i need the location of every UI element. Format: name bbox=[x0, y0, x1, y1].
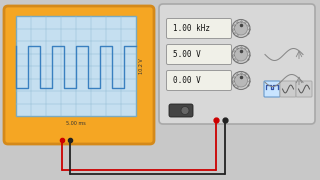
FancyBboxPatch shape bbox=[159, 4, 315, 124]
FancyBboxPatch shape bbox=[296, 81, 312, 97]
Text: 10.2 V: 10.2 V bbox=[139, 58, 144, 74]
Circle shape bbox=[235, 74, 247, 87]
Circle shape bbox=[235, 22, 247, 35]
Circle shape bbox=[232, 19, 250, 37]
FancyBboxPatch shape bbox=[169, 104, 193, 117]
Text: 1.00 kHz: 1.00 kHz bbox=[173, 24, 210, 33]
Text: 0.00 V: 0.00 V bbox=[173, 76, 201, 85]
Text: 5.00 V: 5.00 V bbox=[173, 50, 201, 59]
FancyBboxPatch shape bbox=[280, 81, 296, 97]
FancyBboxPatch shape bbox=[166, 71, 231, 91]
Text: 5.00 ms: 5.00 ms bbox=[66, 120, 86, 125]
FancyBboxPatch shape bbox=[166, 44, 231, 64]
Circle shape bbox=[232, 46, 250, 64]
FancyBboxPatch shape bbox=[264, 81, 280, 97]
Circle shape bbox=[232, 71, 250, 89]
Circle shape bbox=[181, 107, 189, 114]
FancyBboxPatch shape bbox=[4, 6, 154, 144]
Bar bbox=[16, 16, 136, 116]
FancyBboxPatch shape bbox=[166, 19, 231, 39]
Circle shape bbox=[235, 48, 247, 61]
